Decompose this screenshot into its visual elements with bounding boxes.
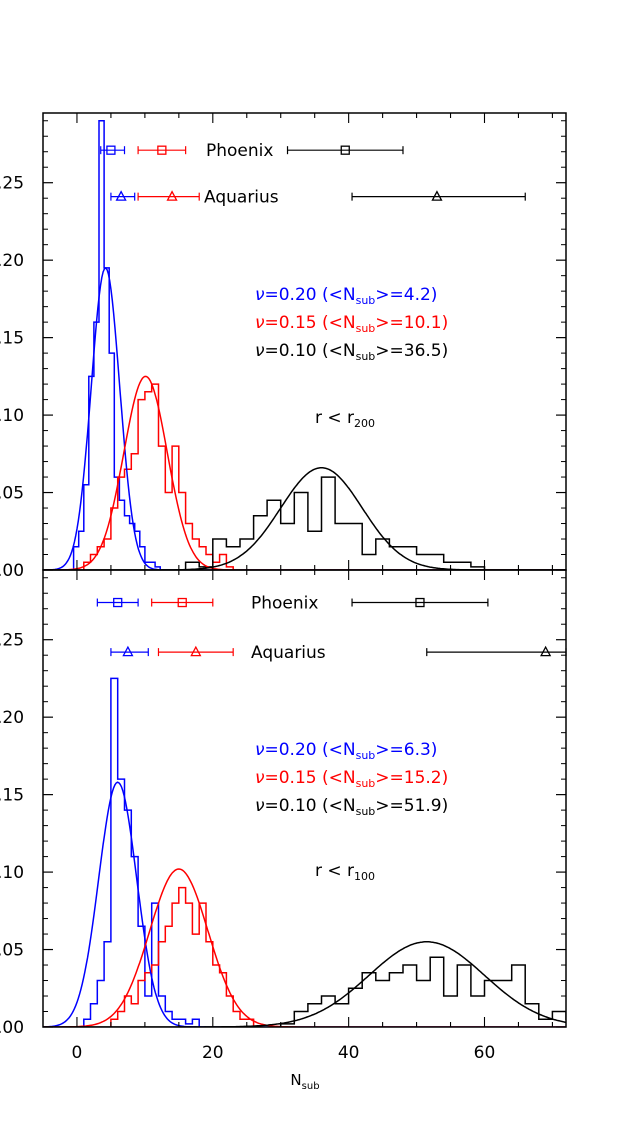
reference-label: Aquarius [251, 643, 326, 663]
x-tick-label: 40 [338, 1043, 360, 1063]
legend-entry-nu020: ν=0.20 (<Nsub>=6.3) [255, 740, 437, 762]
x-axis-title: Nsub [290, 1071, 319, 1092]
y-tick-label: .25 [0, 631, 24, 651]
triangle-marker [166, 190, 178, 201]
errorbar-aquarius-nu015 [157, 645, 234, 657]
y-tick-label: .10 [0, 406, 24, 426]
region-label: r < r100 [315, 861, 375, 883]
y-tick-label: .25 [0, 174, 24, 194]
reference-label: Phoenix [206, 141, 273, 161]
errorbar-aquarius-nu010 [351, 190, 526, 201]
legend-entry-nu015: ν=0.15 (<Nsub>=15.2) [255, 768, 448, 790]
reference-phoenix: Phoenix [100, 141, 404, 161]
x-tick-label: 0 [72, 1043, 83, 1063]
errorbar-phoenix-nu020 [96, 597, 139, 608]
histogram-nu015 [110, 886, 255, 1027]
triangle-marker [122, 645, 134, 657]
x-tick-label: 20 [202, 1043, 224, 1063]
legend-entry-nu010: ν=0.10 (<Nsub>=36.5) [255, 341, 448, 363]
square-marker [177, 597, 187, 608]
reference-phoenix: Phoenix [96, 594, 489, 614]
errorbar-phoenix-nu010 [286, 145, 404, 155]
errorbar-aquarius-nu020 [110, 190, 136, 201]
y-tick-label: .15 [0, 786, 24, 806]
y-tick-label: .05 [0, 484, 24, 504]
y-tick-label: .05 [0, 941, 24, 961]
fit-curve-nu020 [43, 781, 566, 1027]
plot-frame [42, 569, 567, 1028]
square-marker [157, 145, 167, 155]
y-tick-label: .20 [0, 251, 24, 271]
y-tick-label: .15 [0, 329, 24, 349]
errorbar-phoenix-nu010 [351, 597, 489, 608]
triangle-marker [115, 190, 127, 201]
errorbar-aquarius-nu020 [110, 645, 149, 657]
errorbar-aquarius-nu010 [426, 645, 567, 657]
square-marker [113, 597, 123, 608]
triangle-marker [540, 645, 552, 657]
histogram-nu015 [83, 383, 240, 570]
x-axis-labels: 0 20 40 60 [72, 1043, 496, 1063]
reference-aquarius: Aquarius [110, 188, 526, 208]
x-tick-label: 60 [474, 1043, 496, 1063]
reference-label: Aquarius [204, 188, 279, 208]
fit-curve-nu010 [43, 467, 566, 570]
legend-entry-nu015: ν=0.15 (<Nsub>=10.1) [255, 313, 448, 335]
histogram-nu010 [184, 476, 486, 570]
triangle-marker [190, 645, 202, 657]
histogram-nu020 [72, 119, 171, 570]
y-tick-label: .00 [0, 1018, 24, 1038]
y-tick-label: .00 [0, 561, 24, 581]
errorbar-phoenix-nu015 [151, 597, 214, 608]
histogram-nu020 [83, 677, 206, 1027]
histogram-nu010 [279, 956, 566, 1027]
fit-curve-nu015 [43, 375, 566, 570]
y-tick-label: .20 [0, 708, 24, 728]
region-label: r < r200 [315, 408, 375, 430]
square-marker [415, 597, 425, 608]
panel-1: Phoenix Aquarius ν=0.20 (<Nsub>=4.2) ν=0.15… [0, 112, 567, 581]
errorbar-phoenix-nu020 [100, 145, 126, 155]
triangle-marker [431, 190, 443, 201]
reference-aquarius: Aquarius [110, 643, 567, 663]
legend-entry-nu020: ν=0.20 (<Nsub>=4.2) [255, 285, 437, 307]
square-marker [340, 145, 350, 155]
legend-entry-nu010: ν=0.10 (<Nsub>=51.9) [255, 796, 448, 818]
fit-curve-nu020 [43, 267, 566, 570]
reference-label: Phoenix [251, 594, 318, 614]
panel-2: Phoenix Aquarius ν=0.20 (<Nsub>=6.3) ν=0.15… [0, 569, 567, 1038]
fit-curve-nu010 [43, 941, 566, 1027]
fit-curve-nu015 [43, 868, 566, 1027]
errorbar-phoenix-nu015 [137, 145, 187, 155]
y-tick-label: .10 [0, 863, 24, 883]
square-marker [106, 145, 116, 155]
errorbar-aquarius-nu015 [137, 190, 200, 201]
plot-area [43, 677, 566, 1027]
panels: Phoenix Aquarius ν=0.20 (<Nsub>=4.2) ν=0.15… [0, 112, 567, 1038]
